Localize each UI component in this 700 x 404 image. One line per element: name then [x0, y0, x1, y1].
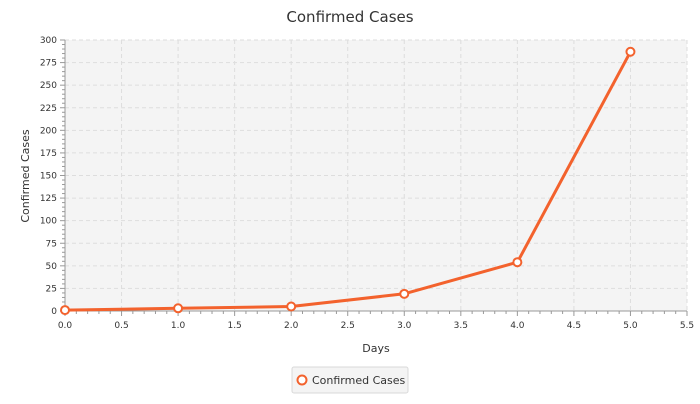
data-point[interactable] [173, 303, 184, 314]
chart-title: Confirmed Cases [286, 8, 413, 26]
legend-label: Confirmed Cases [312, 374, 406, 387]
data-point[interactable] [60, 305, 70, 316]
x-axis-label: Days [362, 342, 390, 355]
y-tick-label: 200 [40, 126, 57, 136]
x-tick-label: 1.0 [171, 321, 186, 331]
y-tick-label: 75 [46, 239, 57, 249]
y-tick-label: 125 [40, 194, 57, 204]
x-tick-label: 2.5 [341, 321, 355, 331]
x-tick-label: 0.5 [114, 321, 128, 331]
x-tick-label: 3.5 [454, 321, 468, 331]
x-tick-label: 3.0 [397, 321, 412, 331]
y-tick-label: 300 [40, 36, 57, 46]
x-tick-label: 4.5 [567, 321, 581, 331]
tick-labels: 0 25 50 75 100 125 150 175 200 225 250 275 300 0.0 0.5… [40, 36, 694, 331]
series-line [63, 50, 632, 312]
x-tick-label: 2.0 [284, 321, 299, 331]
y-tick-label: 50 [46, 262, 58, 272]
legend[interactable]: Confirmed Cases [291, 366, 409, 394]
grid-lines [65, 39, 688, 311]
data-point[interactable] [625, 46, 636, 57]
y-tick-label: 250 [40, 81, 57, 91]
x-tick-label: 5.0 [623, 321, 638, 331]
x-tick-label: 0.0 [58, 321, 73, 331]
data-point[interactable] [399, 288, 410, 299]
y-tick-label: 275 [40, 59, 57, 69]
data-point[interactable] [286, 301, 297, 312]
y-tick-label: 150 [40, 172, 57, 182]
y-tick-label: 0 [51, 307, 57, 317]
y-tick-label: 175 [40, 149, 57, 159]
x-tick-label: 4.0 [510, 321, 525, 331]
y-tick-label: 100 [40, 217, 57, 227]
data-point[interactable] [512, 257, 523, 268]
series-group [60, 46, 636, 316]
legend-marker-icon [296, 374, 308, 386]
legend-box[interactable] [291, 366, 409, 394]
y-tick-label: 25 [46, 284, 57, 294]
y-tick-label: 225 [40, 104, 57, 114]
x-tick-label: 1.5 [227, 321, 241, 331]
x-tick-label: 5.5 [680, 321, 694, 331]
y-axis-label: Confirmed Cases [19, 129, 32, 223]
